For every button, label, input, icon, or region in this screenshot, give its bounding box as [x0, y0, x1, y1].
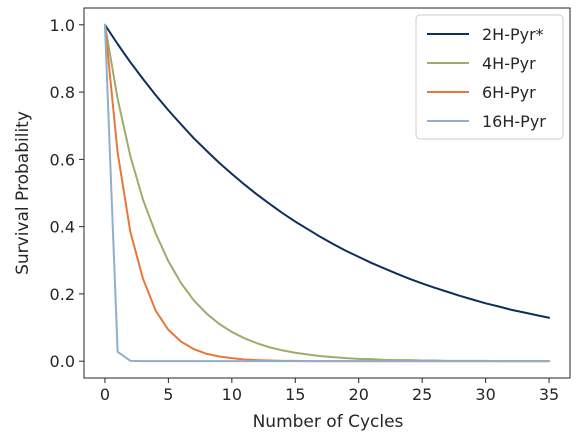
ticks: 0 5 10 15 20 25 30 35 0.0 0.2 0.4 0.6 0.8 1.0 [50, 16, 560, 404]
legend: 2H-Pyr* 4H-Pyr 6H-Pyr 16H-Pyr [415, 14, 564, 140]
legend-label: 16H-Pyr [482, 112, 546, 131]
y-tick-label: 0.6 [50, 150, 75, 169]
plot-frame [83, 7, 571, 379]
x-tick-label: 20 [349, 385, 369, 404]
y-tick-label: 0.2 [50, 285, 75, 304]
legend-label: 4H-Pyr [482, 54, 536, 73]
y-tick-label: 0.0 [50, 352, 75, 371]
series-line-4 [103, 23, 551, 363]
x-tick-label: 35 [539, 385, 559, 404]
y-tick-label: 1.0 [50, 16, 75, 35]
y-tick-label: 0.8 [50, 83, 75, 102]
x-axis-label: Number of Cycles [253, 412, 404, 431]
plot-border [83, 7, 571, 379]
x-tick-label: 10 [222, 385, 242, 404]
x-tick-label: 15 [285, 385, 305, 404]
x-tick-label: 0 [100, 385, 110, 404]
series-lines [103, 23, 551, 363]
x-tick-label: 25 [412, 385, 432, 404]
legend-label: 2H-Pyr* [482, 25, 544, 44]
y-axis-label: Survival Probability [13, 111, 33, 275]
x-tick-label: 5 [163, 385, 173, 404]
y-tick-label: 0.4 [50, 218, 75, 237]
x-tick-label: 30 [475, 385, 495, 404]
series-line-1 [103, 23, 551, 319]
legend-label: 6H-Pyr [482, 83, 536, 102]
legend-box [415, 14, 564, 140]
